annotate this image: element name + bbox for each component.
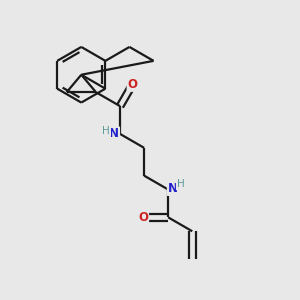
Text: N: N <box>109 128 119 140</box>
Text: O: O <box>138 211 148 224</box>
Text: O: O <box>128 78 138 91</box>
Text: H: H <box>177 179 184 189</box>
Text: N: N <box>168 182 178 195</box>
Text: H: H <box>102 126 110 136</box>
